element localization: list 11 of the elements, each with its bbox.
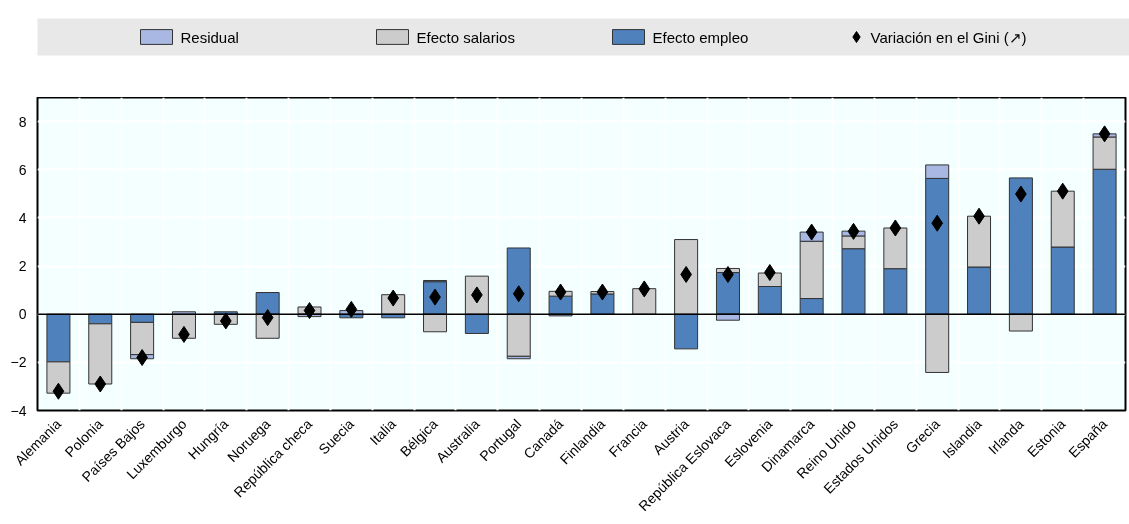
y-tick-label: 4 [18,209,27,226]
legend-label: Efecto salarios [416,28,515,46]
y-tick-label: 6 [18,161,27,178]
legend-label: Efecto empleo [652,28,749,46]
y-tick-label: 2 [18,258,27,275]
legend-label: Residual [180,28,239,46]
y-tick-label: −4 [10,402,27,419]
y-tick-label: 8 [18,113,27,130]
y-tick-label: 0 [18,306,27,323]
legend-label: Variación en el Gini (↗) [870,28,1027,46]
y-tick-label: −2 [10,354,27,371]
